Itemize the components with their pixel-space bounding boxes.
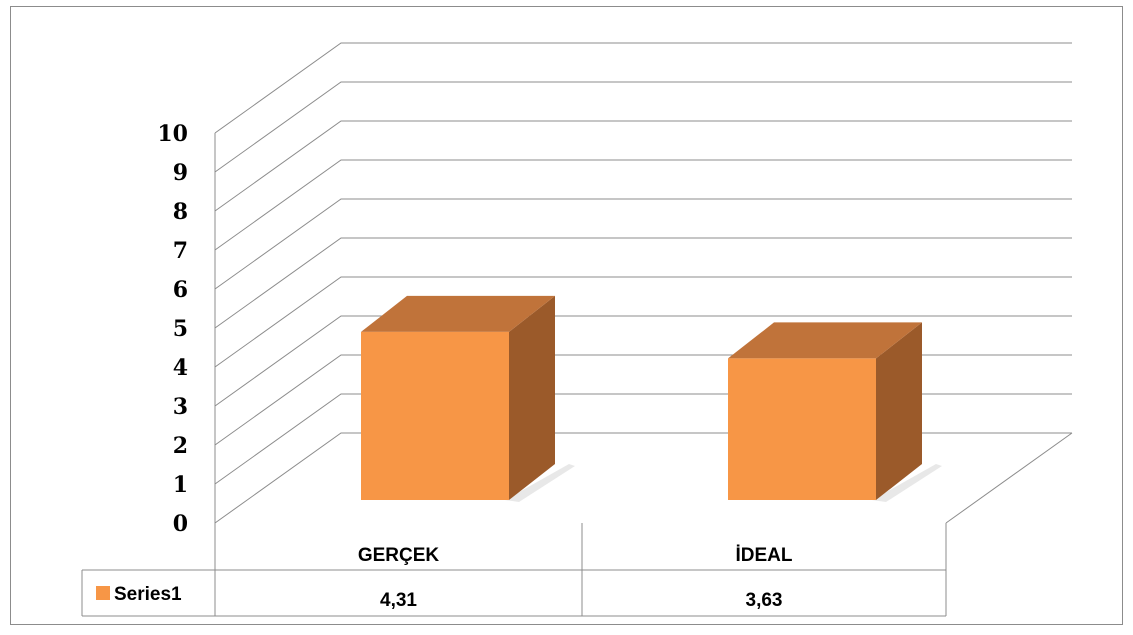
y-tick-label: 0 xyxy=(173,511,188,537)
gridline xyxy=(214,315,1072,407)
gridlines xyxy=(214,42,1072,524)
bar-top-face xyxy=(728,322,922,359)
y-axis-ticks: 0 1 2 3 4 5 6 7 8 9 10 xyxy=(157,121,188,537)
gridline xyxy=(214,354,1072,446)
y-tick-label: 6 xyxy=(173,277,188,303)
category-label: GERÇEK xyxy=(358,545,440,566)
bar xyxy=(361,295,575,502)
bar-side-face xyxy=(876,322,922,500)
bars xyxy=(361,295,942,502)
floor-edge xyxy=(945,432,1073,524)
bar-shadow xyxy=(872,464,942,502)
bar-top-face xyxy=(361,295,555,332)
y-tick-label: 9 xyxy=(173,160,188,186)
gridline xyxy=(214,432,1072,524)
chart-floor xyxy=(945,432,1073,524)
bar-shadow xyxy=(505,464,575,502)
bar-front-face xyxy=(728,358,876,500)
bar xyxy=(728,322,942,502)
legend-series-name: Series1 xyxy=(114,584,182,605)
legend-key xyxy=(96,586,110,600)
data-table: GERÇEK İDEAL 4,31 3,63 Series1 xyxy=(81,523,947,617)
category-label: İDEAL xyxy=(736,545,793,566)
y-tick-label: 3 xyxy=(173,394,188,420)
data-table-value: 3,63 xyxy=(746,590,783,611)
gridline xyxy=(214,393,1072,485)
y-tick-label: 4 xyxy=(173,355,188,381)
gridline xyxy=(214,276,1072,368)
gridline xyxy=(214,198,1072,290)
y-tick-label: 5 xyxy=(173,316,188,342)
gridline xyxy=(214,42,1072,134)
bar-side-face xyxy=(509,295,555,500)
y-tick-label: 7 xyxy=(173,238,188,264)
data-table-value: 4,31 xyxy=(380,590,417,611)
gridline xyxy=(214,81,1072,173)
gridline xyxy=(214,237,1072,329)
y-tick-label: 8 xyxy=(173,199,188,225)
y-tick-label: 2 xyxy=(173,433,188,459)
y-tick-label: 10 xyxy=(157,121,188,147)
gridline xyxy=(214,159,1072,251)
gridline xyxy=(214,120,1072,212)
bar-front-face xyxy=(361,331,509,500)
y-tick-label: 1 xyxy=(173,472,188,498)
